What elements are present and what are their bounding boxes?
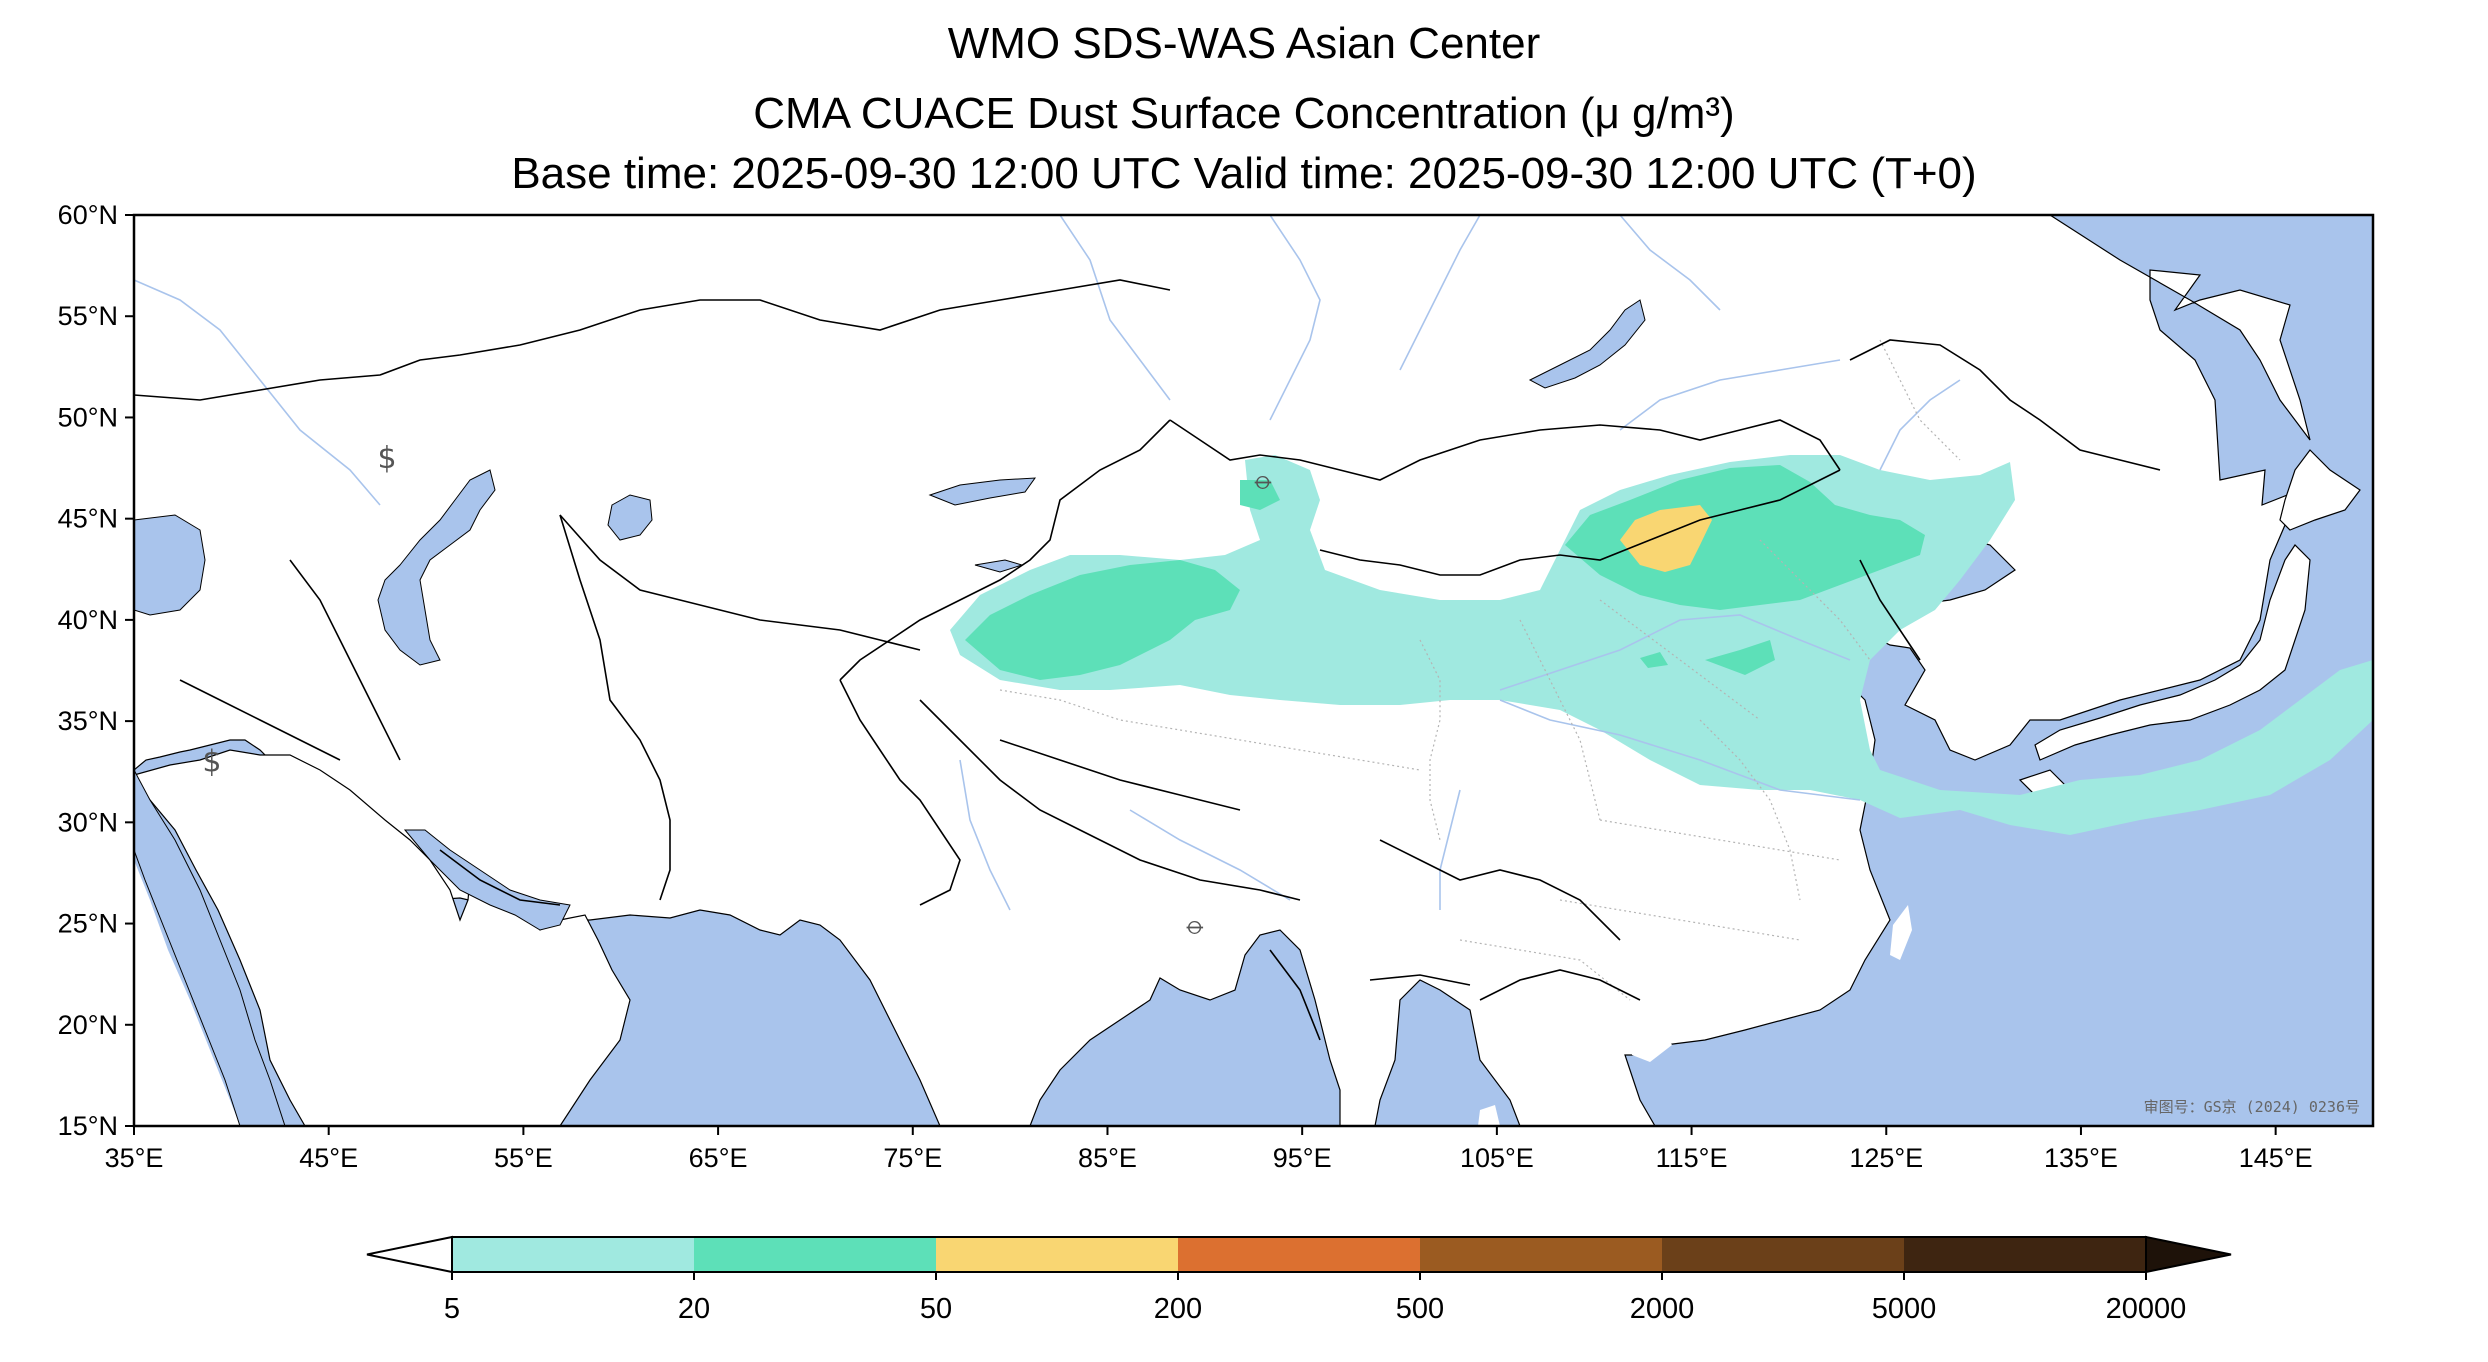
lat-tick-label-9: 15°N xyxy=(58,1111,118,1141)
colorbar-label-5: 2000 xyxy=(1630,1293,1695,1325)
rivers xyxy=(134,215,1961,911)
lon-tick-label-8: 115°E xyxy=(1656,1143,1728,1173)
colorbar: 5 20 50 200 500 2000 5000 20000 xyxy=(366,1235,2232,1325)
colorbar-segment-5 xyxy=(1662,1237,1905,1272)
colorbar-segment-4 xyxy=(1420,1237,1663,1272)
lat-tick-label-3: 45°N xyxy=(58,504,118,534)
map-frame xyxy=(132,213,2375,1128)
lat-tick-label-1: 55°N xyxy=(58,301,118,331)
lon-tick-label-10: 135°E xyxy=(2044,1143,2118,1173)
weather-symbol-0: $ xyxy=(378,441,397,476)
chart-title: WMO SDS-WAS Asian Center xyxy=(947,19,1541,68)
colorbar-segment-6 xyxy=(1904,1237,2147,1272)
colorbar-segment-1 xyxy=(694,1237,937,1272)
lon-tick-label-11: 145°E xyxy=(2239,1143,2313,1173)
colorbar-label-0: 5 xyxy=(444,1293,460,1325)
colorbar-label-1: 20 xyxy=(678,1293,710,1325)
hainan-island xyxy=(1630,1025,1672,1062)
weather-symbol-1: $ xyxy=(202,745,221,780)
lon-tick-label-0: 35°E xyxy=(105,1143,164,1173)
lake-baikal xyxy=(1528,299,1646,389)
latitude-axis: 60°N 55°N 50°N 45°N 40°N 35°N 30°N 25°N 20°N 15°N xyxy=(58,200,134,1141)
chart-time-info: Base time: 2025-09-30 12:00 UTC Valid ti… xyxy=(511,149,1977,198)
colorbar-under-arrow xyxy=(366,1235,453,1274)
lat-tick-label-6: 30°N xyxy=(58,807,118,837)
lat-tick-label-2: 50°N xyxy=(58,402,118,432)
lon-tick-label-9: 125°E xyxy=(1849,1143,1923,1173)
colorbar-label-6: 5000 xyxy=(1872,1293,1937,1325)
colorbar-segment-2 xyxy=(936,1237,1179,1272)
colorbar-segment-0 xyxy=(452,1237,695,1272)
colorbar-segment-3 xyxy=(1178,1237,1421,1272)
colorbar-frame xyxy=(451,1236,2147,1273)
weather-symbols: $ $ ⦵ ⦵ xyxy=(202,441,1276,942)
dust-level-5-20-region xyxy=(950,455,2373,835)
caspian-sea xyxy=(377,469,496,666)
weather-symbol-2: ⦵ xyxy=(1182,907,1207,942)
lon-tick-label-4: 75°E xyxy=(883,1143,942,1173)
lon-tick-label-3: 65°E xyxy=(689,1143,748,1173)
province-boundaries xyxy=(999,339,1961,1001)
longitude-axis: 35°E 45°E 55°E 65°E 75°E 85°E 95°E 105°E 115°E 12… xyxy=(105,1126,2313,1173)
lat-tick-label-0: 60°N xyxy=(58,200,118,230)
map-approval-credit: 审图号：GS京 (2024) 0236号 xyxy=(2144,1098,2360,1116)
lon-tick-label-1: 45°E xyxy=(299,1143,358,1173)
lake-balkhash xyxy=(928,477,1037,506)
red-sea xyxy=(134,769,286,1126)
lon-tick-label-6: 95°E xyxy=(1273,1143,1332,1173)
chart-subtitle: CMA CUACE Dust Surface Concentration (μ … xyxy=(753,89,1735,138)
aral-sea xyxy=(607,494,653,541)
weather-symbol-3: ⦵ xyxy=(1251,461,1276,496)
lat-tick-label-7: 25°N xyxy=(58,909,118,939)
black-sea xyxy=(134,514,206,616)
dust-level-50-200-region xyxy=(1620,505,1712,572)
colorbar-label-2: 50 xyxy=(920,1293,952,1325)
lat-tick-label-4: 40°N xyxy=(58,605,118,635)
lon-tick-label-2: 55°E xyxy=(494,1143,553,1173)
colorbar-label-3: 200 xyxy=(1154,1293,1202,1325)
lon-tick-label-7: 105°E xyxy=(1460,1143,1534,1173)
colorbar-label-7: 20000 xyxy=(2106,1293,2187,1325)
africa-landmass xyxy=(134,860,240,1126)
taiwan-island xyxy=(1890,905,1912,960)
country-boundaries xyxy=(134,279,2161,1041)
colorbar-over-arrow xyxy=(2145,1235,2232,1274)
sri-lanka-island xyxy=(1478,1105,1500,1126)
map-area: $ $ ⦵ ⦵ xyxy=(134,215,2373,1126)
lat-tick-label-8: 20°N xyxy=(58,1010,118,1040)
colorbar-label-4: 500 xyxy=(1396,1293,1444,1325)
lat-tick-label-5: 35°N xyxy=(58,706,118,736)
lon-tick-label-5: 85°E xyxy=(1078,1143,1137,1173)
